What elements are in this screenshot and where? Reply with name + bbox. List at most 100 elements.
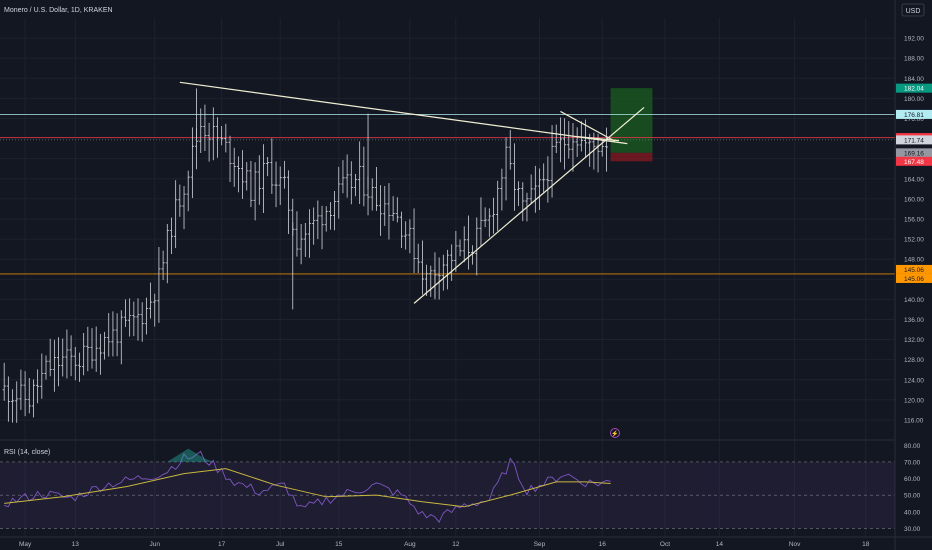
ohlc-bar [236,156,240,193]
ohlc-bar [345,154,349,198]
time-axis[interactable]: May 13 Jun 17 Jul 15 Aug 12 Sep 16 Oct 14 Nov 18 [19,541,870,548]
price-badge-resistance: 176.81 [896,109,932,119]
ohlc-bar [31,379,36,418]
ohlc-bar [491,197,496,234]
ohlc-bar [278,166,282,205]
rsi-tick-label: 30.00 [904,526,921,533]
ohlc-bar [19,369,23,410]
ohlc-bar [387,183,391,240]
stop-zone[interactable] [610,152,653,162]
ohlc-bar [48,338,52,377]
price-tick-label: 160.00 [904,196,924,203]
ohlc-bar [458,239,462,257]
ohlc-bar [232,147,236,187]
ohlc-bar [575,127,579,157]
ohlc-bar [567,121,571,159]
ohlc-bar [178,184,182,217]
rsi-legend[interactable]: RSI (14, close) [4,449,50,456]
ohlc-bar [487,208,491,238]
price-tick-label: 124.00 [904,377,924,384]
ohlc-bar [15,381,19,423]
ohlc-bar [588,133,592,167]
rsi-tick-label: 70.00 [904,459,921,466]
ohlc-bar [378,185,383,236]
ohlc-bar [65,329,69,379]
time-tick-label: Nov [789,541,801,548]
rsi-line [4,450,611,524]
ohlc-bar [6,376,10,422]
ohlc-bar [215,117,220,158]
ohlc-bar [337,166,341,219]
price-tick-label: 128.00 [904,357,924,364]
ohlc-bar [174,180,178,249]
trendline[interactable] [413,106,645,304]
trendline[interactable] [577,135,620,142]
price-tick-label: 140.00 [904,297,924,304]
ohlc-bar [61,338,65,377]
ohlc-bar [270,138,274,194]
target-zone[interactable] [610,88,653,153]
ohlc-bar [500,168,504,211]
ohlc-bar [40,353,44,399]
ohlc-bar [454,230,458,272]
time-tick-label: Oct [660,541,670,548]
price-badge-label: 182.04 [904,86,924,93]
ohlc-bar [466,215,471,270]
ohlc-bar [508,129,512,170]
ohlc-bar [320,205,324,250]
ohlc-bar [111,311,115,357]
trendline[interactable] [179,81,628,145]
time-tick-label: Aug [404,541,416,548]
price-badge-support-1: 145.06 [896,264,932,274]
ohlc-bar [153,293,157,327]
trendline[interactable] [560,110,616,142]
ohlc-bar [249,160,253,208]
time-tick-label: 14 [716,541,724,548]
price-badge-bg [896,135,932,145]
trendlines[interactable] [179,81,645,304]
ohlc-bar [542,163,546,194]
price-badge-label: 145.06 [904,276,924,283]
price-badge-label: 171.74 [904,137,924,144]
price-tick-label: 152.00 [904,237,924,244]
price-badge-entry: 169.16 [896,148,932,158]
ohlc-bar [23,371,27,417]
ohlc-bar [140,302,144,342]
ohlc-bar [123,299,128,327]
ohlc-bar [316,200,320,240]
ohlc-bar [94,326,98,372]
rsi-overbought-fill [167,448,214,462]
ohlc-bar [266,156,270,177]
ohlc-bar [424,264,429,296]
ohlc-bar [56,337,61,387]
rsi-tick-label: 40.00 [904,509,921,516]
ohlc-bar [462,226,466,263]
ohlc-bar [312,207,316,245]
ohlc-bar [107,313,111,357]
position-zones[interactable] [610,88,653,162]
ohlc-bar [299,223,303,265]
ohlc-bar [119,310,123,365]
ohlc-bar [437,257,441,300]
events-marker-icon[interactable] [610,428,620,438]
price-badge-last-price: 171.74 [896,135,932,145]
ohlc-bar [374,166,379,211]
ohlc-bar [429,265,433,297]
rsi-tick-label: 60.00 [904,476,921,483]
ohlc-bar [404,221,408,250]
rsi-axis: 80.00 70.00 60.00 50.00 40.00 30.00 [904,443,921,533]
time-tick-label: 13 [72,541,80,548]
ohlc-bar [558,117,563,163]
ohlc-bar [102,331,107,360]
ohlc-bar [341,160,345,194]
price-tick-label: 116.00 [904,417,924,424]
ohlc-bar [604,127,609,172]
ohlc-bar [136,298,140,341]
ohlc-bar [529,174,533,205]
time-tick-label: 17 [218,541,226,548]
ohlc-bar [475,217,479,276]
currency-button[interactable] [901,3,925,17]
time-tick-label: Sep [534,541,546,548]
price-badge-bg [896,273,932,283]
